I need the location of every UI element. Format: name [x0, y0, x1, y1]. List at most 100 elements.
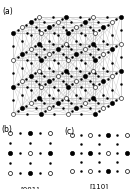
Point: [88, 72, 90, 75]
Point: [94, 85, 96, 88]
Point: [71, 56, 73, 59]
Point: [79, 69, 81, 72]
Point: [48, 93, 50, 96]
Point: [89, 107, 91, 110]
Point: [49, 162, 51, 165]
Point: [12, 99, 15, 102]
Point: [39, 152, 41, 155]
Point: [44, 110, 46, 113]
Point: [116, 170, 119, 173]
Point: [43, 20, 45, 23]
Point: [25, 23, 27, 26]
Point: [80, 58, 82, 61]
Point: [80, 31, 82, 34]
Point: [57, 20, 59, 23]
Point: [66, 31, 69, 34]
Point: [98, 133, 100, 136]
Point: [26, 58, 28, 61]
Point: [102, 107, 104, 110]
Point: [30, 61, 32, 64]
Point: [75, 93, 77, 96]
Point: [111, 101, 113, 105]
Point: [53, 112, 55, 115]
Point: [30, 101, 32, 105]
Point: [84, 20, 86, 23]
Point: [116, 142, 119, 145]
Point: [25, 77, 27, 80]
Point: [102, 26, 104, 29]
Point: [94, 72, 96, 75]
Point: [107, 50, 109, 53]
Point: [19, 152, 21, 155]
Point: [17, 83, 19, 86]
Point: [43, 74, 45, 77]
Point: [19, 172, 21, 175]
Point: [88, 18, 90, 21]
Point: [107, 133, 109, 136]
Point: [92, 69, 95, 72]
Point: [48, 66, 50, 69]
Point: [111, 88, 113, 91]
Point: [38, 15, 40, 18]
Point: [48, 80, 50, 83]
Point: [39, 172, 41, 175]
Point: [21, 39, 23, 42]
Point: [21, 80, 23, 83]
Point: [38, 29, 40, 32]
Point: [65, 69, 68, 72]
Point: [89, 152, 91, 155]
Point: [43, 101, 45, 105]
Point: [79, 23, 82, 26]
Point: [12, 112, 15, 115]
Point: [39, 31, 42, 34]
Point: [79, 104, 82, 107]
Point: [115, 45, 117, 48]
Point: [107, 170, 109, 173]
Point: [53, 85, 55, 88]
Point: [65, 83, 68, 86]
Point: [48, 53, 50, 56]
Point: [21, 53, 23, 56]
Point: [25, 50, 27, 53]
Point: [52, 50, 55, 53]
Point: [65, 96, 68, 99]
Point: [17, 110, 19, 113]
Point: [98, 142, 100, 145]
Point: [119, 42, 122, 45]
Point: [65, 56, 68, 59]
Point: [26, 112, 28, 115]
Point: [80, 152, 82, 155]
Point: [39, 99, 42, 102]
Point: [75, 66, 77, 69]
Point: [89, 133, 91, 136]
Point: [84, 74, 86, 77]
Point: [9, 131, 11, 134]
Point: [71, 133, 73, 136]
Point: [84, 88, 86, 91]
Point: [12, 85, 15, 88]
Point: [92, 42, 95, 45]
Point: [75, 107, 77, 110]
Point: [57, 34, 59, 37]
Point: [62, 26, 64, 29]
Point: [111, 61, 113, 64]
Point: [119, 56, 122, 59]
Point: [98, 161, 100, 164]
Point: [65, 29, 68, 32]
Point: [97, 20, 99, 23]
Point: [48, 39, 50, 42]
Point: [98, 29, 100, 32]
Point: [70, 74, 72, 77]
Point: [71, 152, 73, 155]
Point: [49, 131, 51, 134]
Point: [21, 93, 23, 96]
Point: [116, 152, 119, 155]
Point: [102, 53, 104, 56]
Point: [94, 112, 96, 115]
Point: [80, 85, 82, 88]
Point: [79, 96, 81, 99]
Point: [39, 45, 42, 48]
Point: [66, 112, 69, 115]
Point: [97, 74, 99, 77]
Point: [29, 152, 31, 155]
